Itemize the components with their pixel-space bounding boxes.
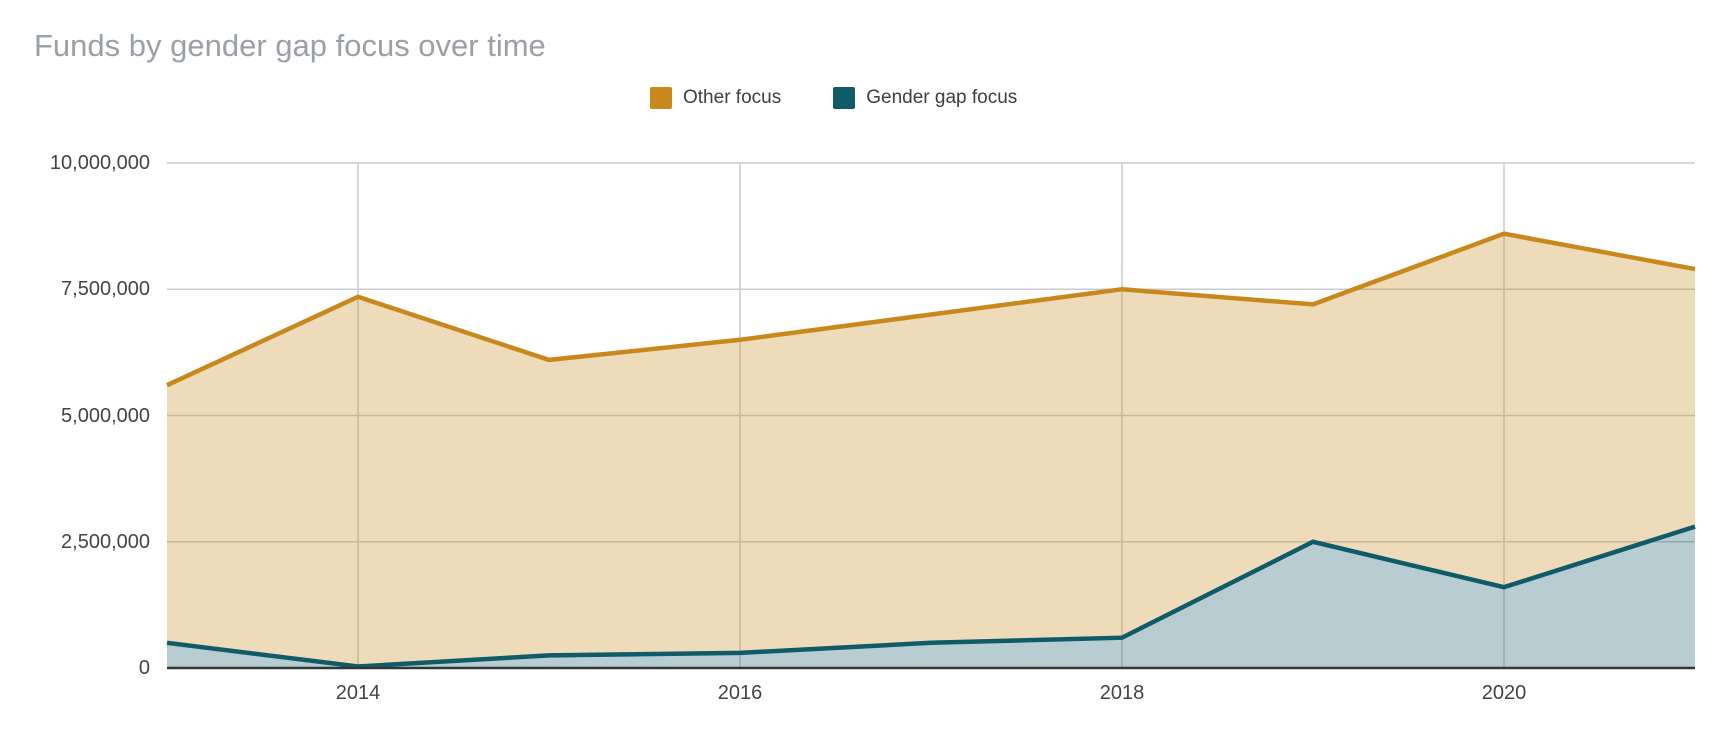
legend-label-other-focus: Other focus bbox=[683, 87, 782, 108]
x-axis-label: 2018 bbox=[1099, 682, 1145, 704]
chart-title: Funds by gender gap focus over time bbox=[34, 28, 546, 63]
legend-item-gender-gap-focus[interactable]: Gender gap focus bbox=[833, 87, 1017, 109]
x-axis-label: 2014 bbox=[335, 682, 381, 704]
legend-swatch-other-focus bbox=[650, 87, 672, 109]
legend: Other focus Gender gap focus bbox=[650, 87, 1017, 109]
y-axis-label: 2,500,000 bbox=[61, 530, 150, 553]
line-other-focus bbox=[166, 231, 1696, 388]
y-axis-label: 10,000,000 bbox=[49, 152, 150, 174]
legend-swatch-gender-gap-focus bbox=[833, 87, 856, 109]
y-axis-label: 5,000,000 bbox=[61, 404, 150, 427]
y-axis-label: 7,500,000 bbox=[61, 278, 150, 301]
y-axis-label: 0 bbox=[138, 657, 150, 679]
area-gender-gap-focus bbox=[167, 526, 1695, 668]
area-other-focus bbox=[167, 233, 1695, 667]
legend-item-other-focus[interactable]: Other focus bbox=[650, 87, 781, 109]
legend-label-gender-gap-focus: Gender gap focus bbox=[866, 87, 1018, 108]
x-axis-label: 2020 bbox=[1481, 682, 1527, 704]
line-gender-gap-focus bbox=[166, 524, 1696, 669]
x-axis-label: 2016 bbox=[717, 682, 763, 704]
